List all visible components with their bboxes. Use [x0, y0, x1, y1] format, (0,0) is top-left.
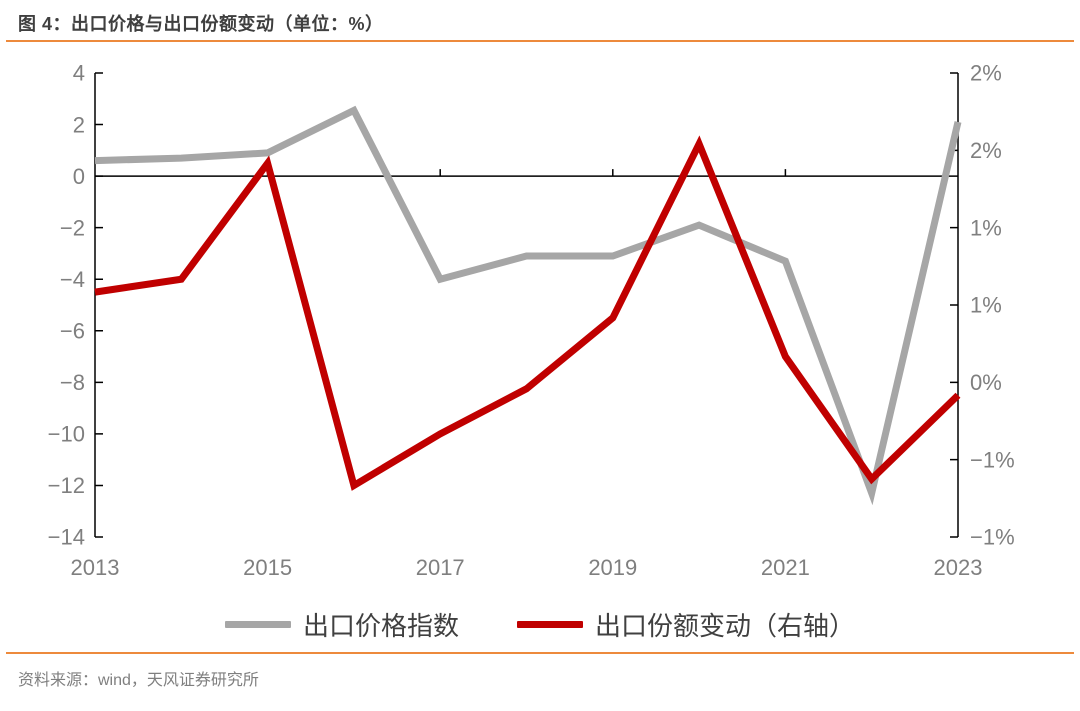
right-axis-tick-label: 1% [970, 293, 1002, 318]
left-axis-tick-label: −8 [60, 370, 85, 395]
source-note: 资料来源：wind，天风证券研究所 [18, 672, 259, 689]
bottom-divider [6, 652, 1074, 654]
red-line-swatch [517, 620, 583, 628]
legend-label: 出口份额变动（右轴） [595, 611, 856, 642]
chart-title: 图 4：出口价格与出口份额变动（单位：%） [18, 14, 384, 34]
gray-line-swatch [224, 620, 291, 628]
x-axis-tick-label: 2019 [588, 555, 637, 580]
right-axis-tick-label: 2% [970, 61, 1002, 86]
legend-item-export-share-change: 出口份额变动（右轴） [517, 606, 855, 643]
left-axis-tick-label: 2 [73, 112, 85, 137]
top-divider [6, 40, 1074, 42]
x-axis-tick-label: 2013 [71, 555, 120, 580]
series-export-price-index [94, 105, 962, 506]
x-axis-tick-label: 2023 [934, 555, 983, 580]
left-axis-tick-label: −14 [48, 525, 85, 550]
zero-line [95, 169, 958, 177]
left-axis-tick-label: 0 [73, 164, 85, 189]
right-axis-tick-label: −1% [970, 447, 1015, 472]
x-axis-tick-label: 2021 [761, 555, 810, 580]
right-axis-tick-label: 2% [970, 138, 1002, 163]
legend-item-export-price-index: 出口价格指数 [224, 606, 459, 643]
right-axis-tick-label: 0% [970, 370, 1002, 395]
left-axis-tick-label: −12 [48, 473, 85, 498]
left-axis-tick-label: −4 [60, 267, 85, 292]
right-axis-tick-label: 1% [970, 215, 1002, 240]
right-axis-tick-label: −1% [970, 525, 1015, 550]
series-export-share-change [94, 135, 961, 491]
x-axis-tick-label: 2015 [243, 555, 292, 580]
left-axis [94, 72, 103, 538]
legend-label: 出口价格指数 [302, 611, 459, 642]
left-axis-tick-label: −2 [60, 215, 85, 240]
left-axis-tick-label: 4 [73, 61, 85, 86]
left-axis-tick-label: −6 [60, 318, 85, 343]
left-axis-tick-label: −10 [48, 422, 85, 447]
chart-legend: 出口价格指数 出口份额变动（右轴） [0, 604, 1080, 644]
x-axis-tick-label: 2017 [416, 555, 465, 580]
